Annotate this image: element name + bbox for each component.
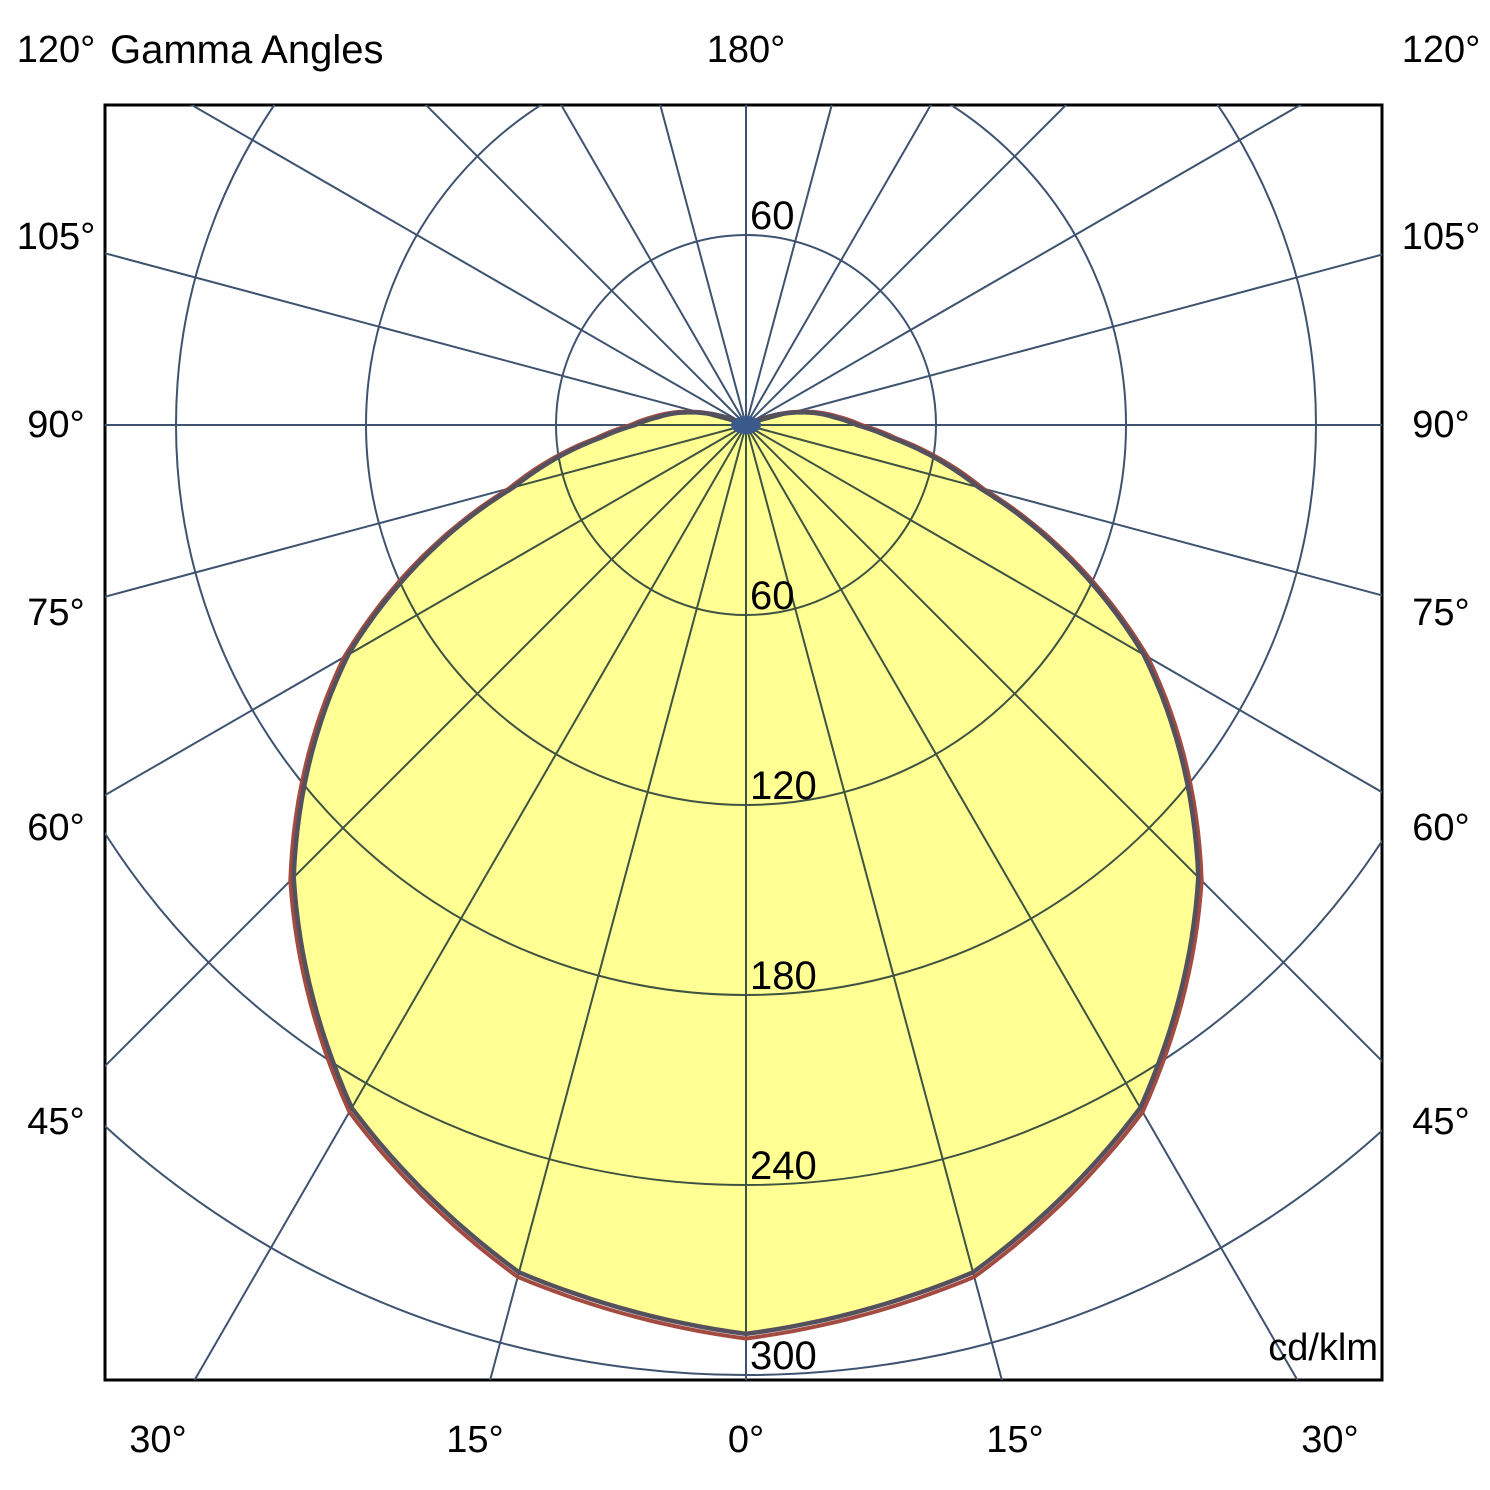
gamma-radial-line <box>560 105 747 426</box>
gamma-angle-label-right: 90° <box>1412 404 1469 446</box>
gamma-radial-line <box>745 105 1303 426</box>
gamma-angle-label-left: 60° <box>27 807 84 849</box>
polar-origin-marker <box>731 416 761 434</box>
gamma-angle-label-left: 120° <box>17 29 96 71</box>
gamma-angle-label-left: 75° <box>27 592 84 634</box>
gamma-angle-label-left: 45° <box>27 1101 84 1143</box>
intensity-ring-label: 60 <box>750 574 795 618</box>
gamma-angle-label-right: 120° <box>1402 29 1481 71</box>
gamma-angle-label-right: 60° <box>1412 807 1469 849</box>
gamma-angle-label-bottom: 15° <box>986 1419 1043 1461</box>
intensity-ring <box>105 1124 1382 1376</box>
gamma-angle-label-right: 45° <box>1412 1101 1469 1143</box>
gamma-radial-line <box>745 105 1068 426</box>
gamma-angle-label-bottom: 15° <box>446 1419 503 1461</box>
gamma-radial-line <box>745 253 1382 426</box>
gamma-angle-label-left: 90° <box>27 404 84 446</box>
gamma-radial-line <box>424 105 747 426</box>
gamma-radial-line <box>105 252 747 426</box>
intensity-ring-label-top: 60 <box>750 194 795 238</box>
gamma-angle-label-bottom: 30° <box>1301 1419 1358 1461</box>
gamma-radial-line <box>189 105 747 426</box>
chart-title: Gamma Angles <box>110 28 384 72</box>
gamma-radial-line <box>745 105 932 426</box>
intensity-ring-label: 240 <box>750 1144 817 1188</box>
unit-label: cd/klm <box>1268 1327 1378 1369</box>
intensity-curve-dark <box>291 410 1201 1337</box>
intensity-distribution-fill <box>293 412 1199 1334</box>
gamma-radial-line <box>659 105 747 426</box>
gamma-angle-label-right: 105° <box>1402 216 1481 258</box>
gamma-180-label: 180° <box>706 29 786 71</box>
gamma-radial-line <box>745 105 833 426</box>
intensity-ring-label: 180 <box>750 954 817 998</box>
intensity-ring-label: 300 <box>750 1334 817 1378</box>
gamma-angle-label-bottom: 0° <box>728 1419 764 1461</box>
intensity-ring-label: 120 <box>750 764 817 808</box>
gamma-angle-label-right: 75° <box>1412 592 1469 634</box>
gamma-angle-label-bottom: 30° <box>129 1419 186 1461</box>
gamma-angle-label-left: 105° <box>17 216 96 258</box>
